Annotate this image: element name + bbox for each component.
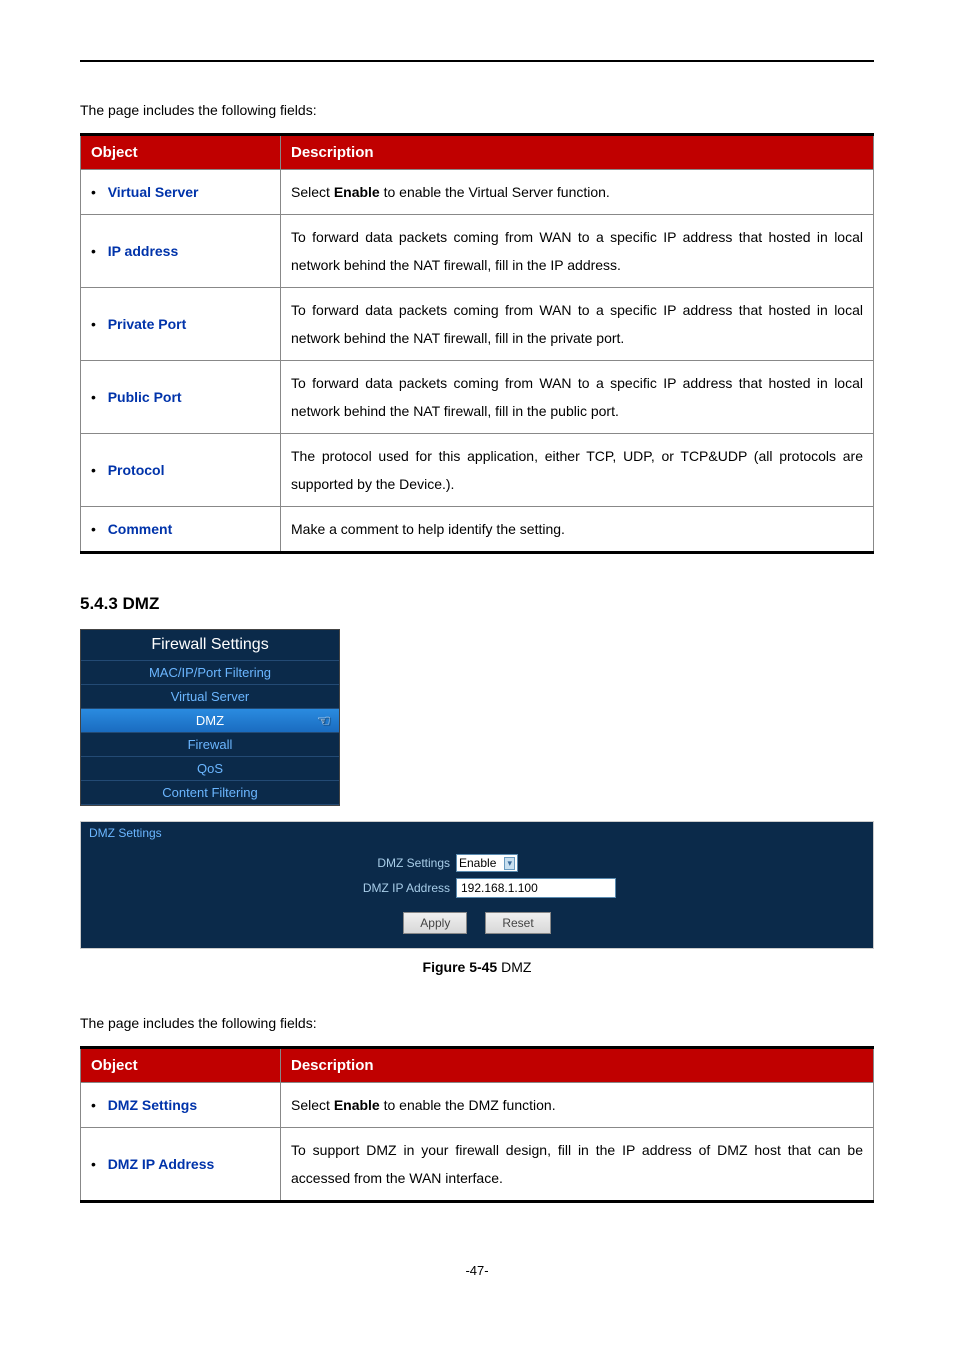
nav-header: Firewall Settings	[81, 630, 339, 661]
fields-table-2: Object Description • DMZ Settings Select…	[80, 1046, 874, 1203]
obj-ip-address: IP address	[108, 243, 179, 259]
obj-dmz-ip: DMZ IP Address	[108, 1156, 215, 1172]
dmz-ip-input[interactable]: 192.168.1.100	[456, 878, 616, 898]
dmz-settings-select[interactable]: Enable ▾	[456, 854, 518, 872]
th-description-2: Description	[281, 1048, 874, 1083]
desc-comment: Make a comment to help identify the sett…	[281, 507, 874, 553]
reset-button[interactable]: Reset	[485, 912, 550, 934]
desc-private-port: To forward data packets coming from WAN …	[281, 288, 874, 361]
nav-item-qos[interactable]: QoS	[81, 757, 339, 781]
dmz-settings-panel: DMZ Settings DMZ Settings Enable ▾ DMZ I…	[80, 821, 874, 949]
desc-protocol: The protocol used for this application, …	[281, 434, 874, 507]
nav-item-macipport[interactable]: MAC/IP/Port Filtering	[81, 661, 339, 685]
table-row: • Comment Make a comment to help identif…	[81, 507, 874, 553]
nav-item-content-filtering[interactable]: Content Filtering	[81, 781, 339, 805]
table-row: • IP address To forward data packets com…	[81, 215, 874, 288]
dmz-settings-value: Enable	[459, 856, 496, 870]
apply-button[interactable]: Apply	[403, 912, 467, 934]
th-description: Description	[281, 135, 874, 170]
obj-public-port: Public Port	[108, 389, 182, 405]
chevron-down-icon: ▾	[504, 857, 515, 870]
dmz-settings-label: DMZ Settings	[270, 856, 450, 870]
intro-text-2: The page includes the following fields:	[80, 1015, 874, 1031]
table-row: • DMZ IP Address To support DMZ in your …	[81, 1128, 874, 1202]
table-row: • Protocol The protocol used for this ap…	[81, 434, 874, 507]
dmz-panel-title: DMZ Settings	[81, 822, 873, 844]
firewall-nav-panel: Firewall Settings MAC/IP/Port Filtering …	[80, 629, 340, 806]
section-heading-dmz: 5.4.3 DMZ	[80, 594, 874, 614]
obj-virtual-server: Virtual Server	[108, 184, 199, 200]
th-object: Object	[81, 135, 281, 170]
nav-item-firewall[interactable]: Firewall	[81, 733, 339, 757]
desc-public-port: To forward data packets coming from WAN …	[281, 361, 874, 434]
page-number: -47-	[80, 1263, 874, 1278]
intro-text-1: The page includes the following fields:	[80, 102, 874, 118]
figure-caption: Figure 5-45 DMZ	[80, 959, 874, 975]
obj-protocol: Protocol	[108, 462, 165, 478]
table-row: • DMZ Settings Select Enable to enable t…	[81, 1083, 874, 1128]
obj-dmz-settings: DMZ Settings	[108, 1097, 197, 1113]
desc-dmz-settings: Select Enable to enable the DMZ function…	[281, 1083, 874, 1128]
dmz-ip-label: DMZ IP Address	[270, 881, 450, 895]
desc-dmz-ip: To support DMZ in your firewall design, …	[281, 1128, 874, 1202]
desc-ip-address: To forward data packets coming from WAN …	[281, 215, 874, 288]
th-object-2: Object	[81, 1048, 281, 1083]
top-rule	[80, 60, 874, 62]
table-row: • Private Port To forward data packets c…	[81, 288, 874, 361]
fields-table-1: Object Description • Virtual Server Sele…	[80, 133, 874, 554]
hand-cursor-icon: ☜	[317, 711, 331, 731]
nav-item-virtual-server[interactable]: Virtual Server	[81, 685, 339, 709]
obj-comment: Comment	[108, 521, 173, 537]
nav-item-dmz[interactable]: DMZ ☜	[81, 709, 339, 733]
obj-private-port: Private Port	[108, 316, 187, 332]
nav-item-dmz-label: DMZ	[196, 713, 224, 728]
desc-virtual-server: Select Enable to enable the Virtual Serv…	[281, 170, 874, 215]
table-row: • Virtual Server Select Enable to enable…	[81, 170, 874, 215]
table-row: • Public Port To forward data packets co…	[81, 361, 874, 434]
